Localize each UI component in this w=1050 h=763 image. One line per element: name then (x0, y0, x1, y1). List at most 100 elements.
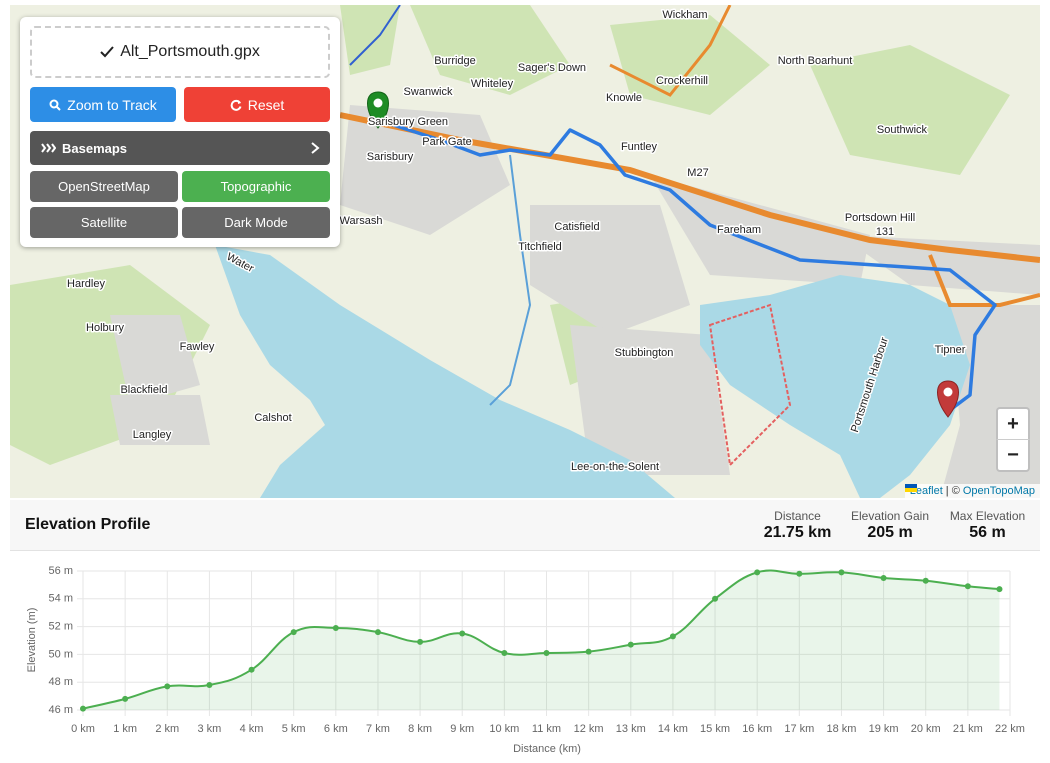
point (543, 650, 550, 657)
stat-value: 56 m (969, 524, 1006, 541)
stat-value: 21.75 km (763, 524, 832, 541)
attribution-separator: | © (945, 485, 960, 497)
map-label: Fareham (717, 224, 761, 236)
zoom-in[interactable]: + (996, 407, 1030, 441)
leaflet-link[interactable]: Leaflet (909, 485, 943, 497)
x-tick-label: 15 km (700, 723, 730, 735)
y-tick-label: 52 m (49, 621, 73, 633)
harbour (700, 275, 970, 498)
map-label: Park Gate (422, 136, 472, 148)
attribution: Leaflet | © OpenTopoMap (904, 484, 1040, 498)
map-label: Crockerhill (656, 75, 708, 87)
map-label: Catisfield (554, 221, 599, 233)
point (122, 695, 129, 702)
zoom-to-track-button[interactable]: Zoom to Track (30, 87, 176, 122)
y-tick-label: 46 m (49, 704, 73, 716)
layers-icon (41, 143, 56, 153)
zoom-out[interactable]: − (996, 439, 1030, 472)
point (996, 586, 1003, 593)
x-tick-label: 13 km (616, 723, 646, 735)
basemaps-toggle[interactable]: Basemaps (30, 131, 330, 165)
flag-icon (904, 484, 917, 492)
gpx-track (377, 118, 997, 412)
x-tick-label: 19 km (869, 723, 899, 735)
basemap-option-active[interactable]: Topographic (182, 171, 330, 202)
sea (215, 245, 675, 498)
point (459, 630, 466, 637)
x-tick-label: 16 km (742, 723, 772, 735)
stat-label: Elevation Gain (850, 509, 930, 523)
point (880, 574, 887, 581)
point (248, 666, 255, 673)
basemap-option[interactable]: OpenStreetMap (30, 171, 178, 202)
x-tick-label: 1 km (113, 723, 137, 735)
x-tick-label: 21 km (953, 723, 983, 735)
point (290, 629, 297, 636)
map-label: Southwick (877, 124, 928, 136)
button-label: Reset (247, 96, 285, 113)
map-label: Whiteley (471, 78, 514, 90)
point (838, 569, 845, 576)
stat: Distance 21.75 km (755, 509, 840, 542)
start-marker[interactable] (367, 91, 389, 129)
map-label: Calshot (254, 412, 291, 424)
reset-button[interactable]: Reset (184, 87, 330, 122)
map-label: 131 (876, 226, 894, 238)
x-tick-label: 17 km (784, 723, 814, 735)
map-label: M27 (687, 167, 708, 179)
marker-dot (373, 98, 383, 108)
chart-area (10, 552, 1040, 763)
road (928, 254, 1040, 307)
map-label: Stubbington (615, 347, 674, 359)
map-label: Sarisbury (367, 151, 414, 163)
x-tick-label: 2 km (155, 723, 179, 735)
map[interactable]: Wickham Burridge Sager's Down Whiteley North… (10, 5, 1040, 498)
map-label: Langley (133, 429, 172, 441)
x-axis-label: Distance (km) (513, 743, 581, 755)
point (374, 629, 381, 636)
point (796, 570, 803, 577)
x-tick-label: 11 km (532, 723, 561, 735)
map-label: Blackfield (120, 384, 167, 396)
map-label: Wickham (662, 9, 707, 21)
map-label: Hardley (67, 278, 105, 290)
basemap-option[interactable]: Dark Mode (182, 207, 330, 238)
x-tick-label: 4 km (240, 723, 264, 735)
map-label: Funtley (621, 141, 658, 153)
map-label: Portsdown Hill (845, 212, 915, 224)
point (585, 648, 592, 655)
x-tick-label: 9 km (450, 723, 474, 735)
x-tick-label: 20 km (911, 723, 941, 735)
map-label: Titchfield (518, 241, 562, 253)
point (964, 583, 971, 590)
x-tick-label: 18 km (826, 723, 856, 735)
x-tick-label: 3 km (197, 723, 221, 735)
marker-pin (367, 91, 389, 129)
y-tick-label: 50 m (49, 648, 73, 660)
basemap-option[interactable]: Satellite (30, 207, 178, 238)
basemaps-label: Basemaps (62, 140, 128, 156)
stat-label: Max Elevation (949, 509, 1026, 523)
stat-value: 205 m (867, 524, 913, 541)
x-tick-label: 14 km (658, 723, 688, 735)
file-name: Alt_Portsmouth.gpx (120, 43, 260, 60)
motorway (339, 112, 1040, 263)
point (80, 705, 86, 712)
stat: Elevation Gain 205 m (845, 509, 935, 542)
area (83, 570, 1000, 710)
point (206, 681, 213, 688)
file-drop[interactable]: Alt_Portsmouth.gpx (30, 26, 330, 78)
source-link[interactable]: OpenTopoMap (962, 485, 1035, 497)
x-tick-label: 5 km (282, 723, 306, 735)
elevation-header: Elevation Profile Distance 21.75 km Eleva… (10, 500, 1040, 551)
y-tick-label: 54 m (49, 593, 73, 605)
stat-label: Distance (774, 509, 821, 523)
end-marker[interactable] (937, 380, 959, 418)
point (754, 569, 761, 576)
map-label: Warsash (340, 215, 383, 227)
button-label: Zoom to Track (67, 96, 157, 113)
map-label: Knowle (606, 92, 642, 104)
point (669, 633, 676, 640)
x-tick-label: 0 km (71, 723, 95, 735)
